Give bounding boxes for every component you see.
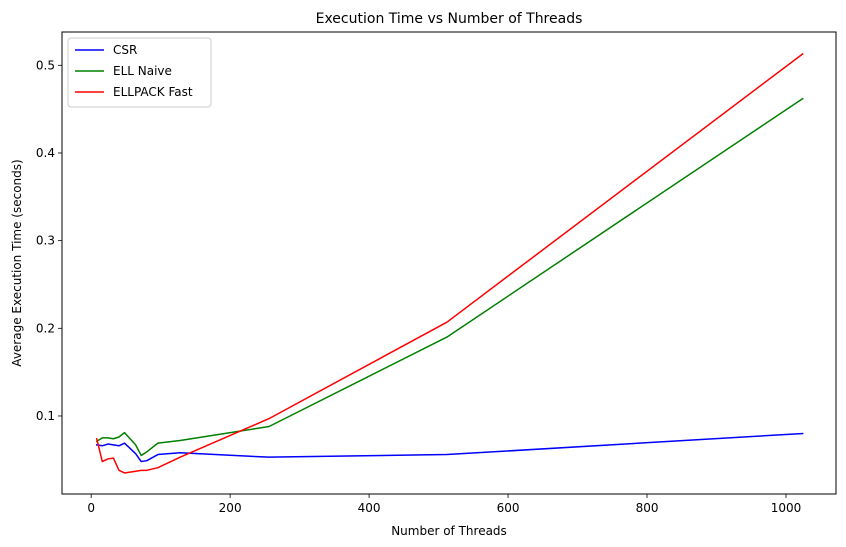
legend-label: ELLPACK Fast bbox=[113, 85, 193, 99]
series-line-1 bbox=[95, 97, 804, 457]
chart-title: Execution Time vs Number of Threads bbox=[316, 11, 583, 27]
x-axis-ticks: 0 200 400 600 800 1000 bbox=[87, 494, 801, 515]
y-tick-label: 0.2 bbox=[36, 321, 55, 335]
legend-box bbox=[67, 37, 212, 108]
x-tick-label: 200 bbox=[219, 501, 242, 515]
legend: CSR ELL Naive ELLPACK Fast bbox=[67, 37, 212, 108]
y-tick-label: 0.4 bbox=[36, 146, 55, 160]
y-tick-label: 0.5 bbox=[36, 58, 55, 72]
x-tick-label: 600 bbox=[497, 501, 520, 515]
legend-label: CSR bbox=[113, 43, 137, 57]
x-tick-label: 0 bbox=[87, 501, 95, 515]
legend-label: ELL Naive bbox=[113, 64, 172, 78]
x-tick-label: 1000 bbox=[771, 501, 802, 515]
x-axis-title: Number of Threads bbox=[391, 524, 507, 538]
y-tick-label: 0.1 bbox=[36, 409, 55, 423]
y-tick-label: 0.3 bbox=[36, 234, 55, 248]
series-line-2 bbox=[95, 52, 804, 474]
y-axis-ticks: 0.1 0.2 0.3 0.4 0.5 bbox=[36, 58, 62, 423]
legend-items: CSR ELL Naive ELLPACK Fast bbox=[75, 43, 193, 99]
x-tick-label: 800 bbox=[636, 501, 659, 515]
x-tick-label: 400 bbox=[358, 501, 381, 515]
plot-area-frame bbox=[61, 31, 837, 495]
series-line-0 bbox=[95, 432, 804, 463]
series-layer bbox=[95, 52, 804, 474]
y-axis-title: Average Execution Time (seconds) bbox=[10, 159, 24, 366]
